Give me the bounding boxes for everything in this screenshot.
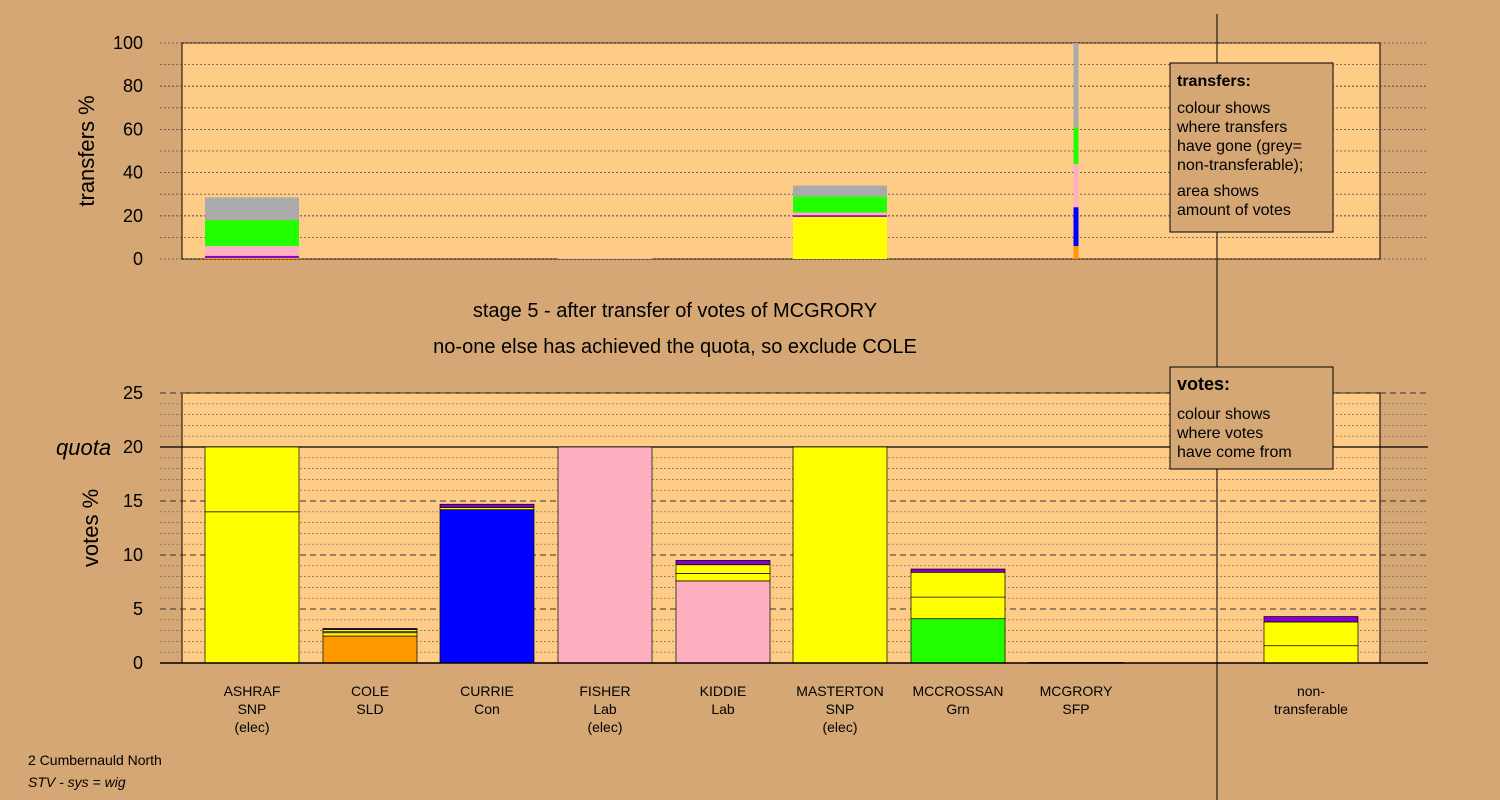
vote-segment-ashraf	[204, 446, 300, 513]
vote-segment-mccrossan	[910, 571, 1006, 598]
constituency-label: 2 Cumbernauld North	[28, 752, 162, 768]
transfers-legend-text: amount of votes	[1177, 202, 1291, 219]
votes-legend-text: colour shows	[1177, 406, 1270, 423]
quota-label: quota	[56, 435, 111, 460]
candidate-label: ASHRAF	[224, 683, 281, 699]
system-label: STV - sys = wig	[28, 774, 126, 790]
candidate-label: (elec)	[234, 719, 269, 735]
transfers-legend-text: where transfers	[1176, 119, 1287, 136]
vote-segment-non	[1263, 616, 1359, 623]
stage-heading: stage 5 - after transfer of votes of MCG…	[472, 300, 878, 322]
vote-segment-kiddie	[675, 560, 771, 566]
candidate-label: non-	[1297, 683, 1325, 699]
candidate-label: COLE	[351, 683, 389, 699]
transfers-tick-label: 20	[123, 206, 143, 226]
vote-segment-cole	[322, 628, 418, 630]
candidate-label: SNP	[238, 701, 267, 717]
candidate-label: SLD	[356, 701, 383, 717]
vote-segment-kiddie	[675, 580, 771, 664]
exclusion-heading: no-one else has achieved the quota, so e…	[433, 336, 917, 358]
transfers-legend-text: non-transferable);	[1177, 157, 1303, 174]
vote-segment-non	[1263, 645, 1359, 664]
transfers-tick-label: 100	[113, 33, 143, 53]
vote-segment-ashraf	[204, 511, 300, 664]
transfers-tick-label: 0	[133, 249, 143, 269]
vote-segment-cole	[322, 632, 418, 637]
transfer-segment-masterton	[793, 196, 887, 213]
vote-segment-fisher	[557, 446, 653, 664]
votes-legend-text: where votes	[1176, 425, 1263, 442]
vote-segment-masterton	[792, 446, 888, 664]
transfer-segment-mcgrory	[1073, 127, 1079, 164]
candidate-label: KIDDIE	[700, 683, 747, 699]
votes-legend-text: have come from	[1177, 444, 1292, 461]
votes-tick-label: 25	[123, 383, 143, 403]
votes-legend-title: votes:	[1177, 374, 1230, 394]
transfers-legend-title: transfers:	[1177, 73, 1251, 90]
vote-segment-cole	[322, 635, 418, 664]
candidate-label: SFP	[1062, 701, 1089, 717]
vote-segment-non	[1263, 621, 1359, 647]
candidate-label: MASTERTON	[796, 683, 883, 699]
candidate-label: CURRIE	[460, 683, 514, 699]
vote-segment-currie	[439, 509, 535, 664]
candidate-label: MCCROSSAN	[912, 683, 1003, 699]
candidate-label: (elec)	[822, 719, 857, 735]
transfer-segment-masterton	[793, 212, 887, 216]
transfers-legend-box	[1169, 62, 1334, 233]
transfers-tick-label: 40	[123, 163, 143, 183]
candidate-label: (elec)	[587, 719, 622, 735]
transfer-segment-ashraf	[205, 220, 299, 247]
votes-tick-label: 15	[123, 491, 143, 511]
transfers-axis-label: transfers %	[74, 95, 99, 206]
vote-segment-mccrossan	[910, 568, 1006, 573]
vote-segment-mccrossan	[910, 596, 1006, 620]
transfer-segment-masterton	[793, 215, 887, 217]
transfer-segment-ashraf	[205, 255, 299, 258]
transfer-segment-ashraf	[205, 257, 299, 259]
votes-legend-box	[1169, 366, 1334, 470]
transfer-segment-ashraf	[205, 197, 299, 221]
candidate-label: transferable	[1274, 701, 1348, 717]
vote-segment-mccrossan	[910, 618, 1006, 664]
candidate-label: SNP	[826, 701, 855, 717]
transfers-tick-label: 60	[123, 119, 143, 139]
transfers-legend-text: area shows	[1177, 183, 1259, 200]
votes-tick-label: 5	[133, 599, 143, 619]
candidate-label: Grn	[946, 701, 969, 717]
vote-segment-kiddie	[675, 573, 771, 582]
votes-tick-label: 10	[123, 545, 143, 565]
transfer-segment-fisher	[558, 258, 652, 259]
votes-tick-label: 0	[133, 653, 143, 673]
transfer-segment-mcgrory	[1073, 207, 1079, 247]
transfers-legend-text: have gone (grey=	[1177, 138, 1302, 155]
candidate-label: Lab	[711, 701, 735, 717]
transfer-segment-mcgrory	[1073, 163, 1079, 208]
vote-segment-kiddie	[675, 564, 771, 574]
transfer-segment-mcgrory	[1073, 43, 1079, 128]
candidate-label: FISHER	[579, 683, 630, 699]
votes-axis-label: votes %	[78, 489, 103, 567]
transfers-legend-text: colour shows	[1177, 100, 1270, 117]
votes-tick-label: 20	[123, 437, 143, 457]
transfers-tick-label: 80	[123, 76, 143, 96]
candidate-label: MCGRORY	[1040, 683, 1114, 699]
vote-segment-currie	[439, 503, 535, 508]
transfer-segment-masterton	[793, 185, 887, 197]
candidate-label: Con	[474, 701, 500, 717]
candidate-label: Lab	[593, 701, 617, 717]
transfer-segment-masterton	[793, 216, 887, 259]
transfer-segment-ashraf	[205, 246, 299, 256]
transfer-segment-mcgrory	[1073, 246, 1079, 259]
